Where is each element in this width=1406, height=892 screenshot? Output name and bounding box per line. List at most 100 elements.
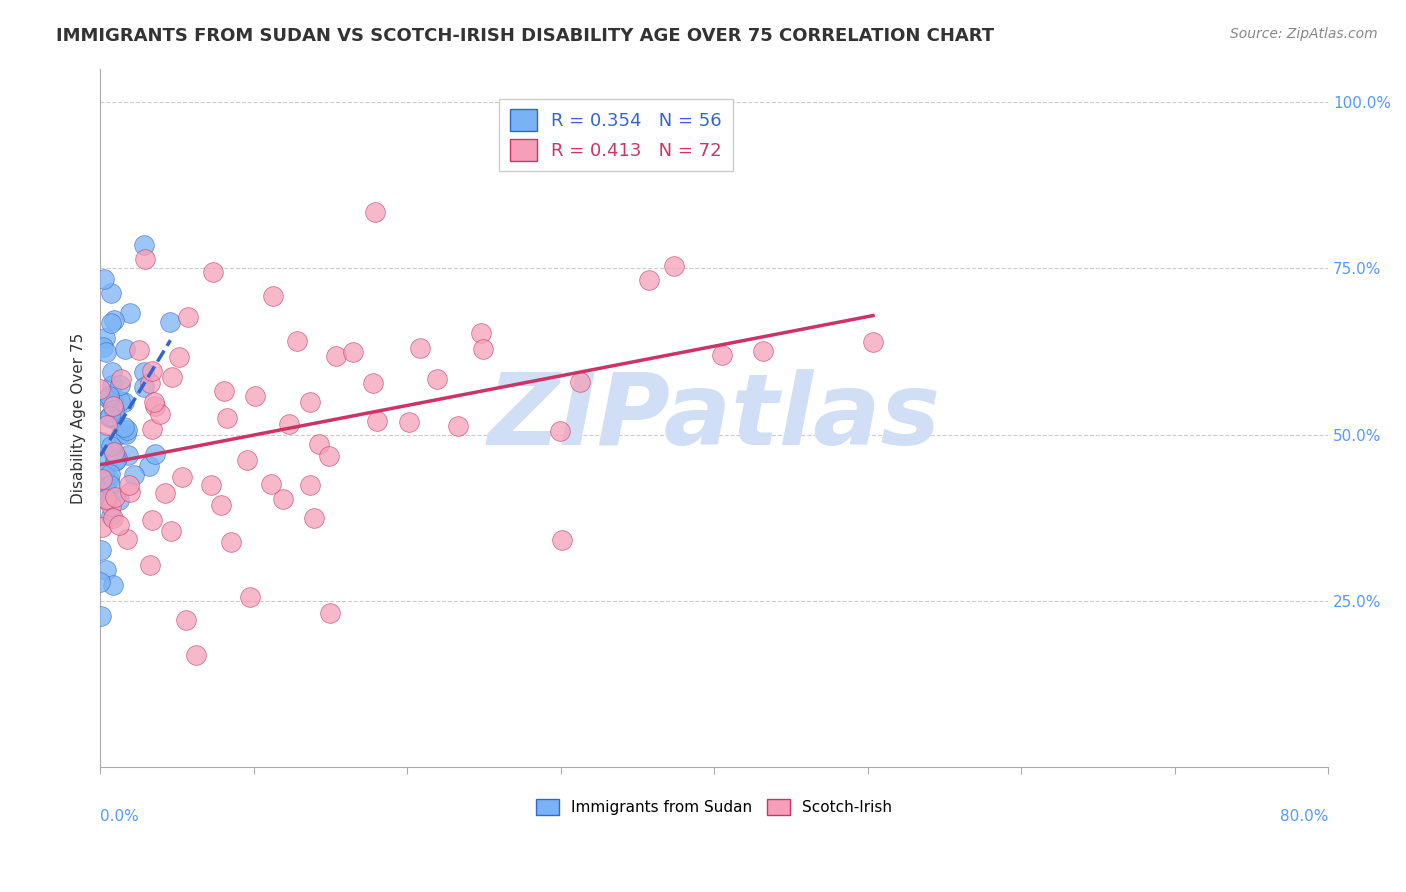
Point bbox=[141, 513, 163, 527]
Point bbox=[409, 341, 432, 355]
Point bbox=[120, 306, 142, 320]
Point bbox=[110, 372, 132, 386]
Point bbox=[167, 350, 190, 364]
Point bbox=[112, 420, 135, 434]
Point bbox=[110, 426, 132, 441]
Point bbox=[141, 364, 163, 378]
Point bbox=[162, 369, 184, 384]
Point bbox=[551, 533, 574, 547]
Point bbox=[108, 518, 131, 533]
Point bbox=[361, 376, 384, 390]
Point bbox=[105, 450, 128, 465]
Point bbox=[101, 510, 124, 524]
Point bbox=[108, 377, 131, 392]
Point bbox=[120, 484, 142, 499]
Point bbox=[159, 315, 181, 329]
Point bbox=[97, 472, 120, 486]
Point bbox=[174, 614, 197, 628]
Point bbox=[128, 343, 150, 357]
Point bbox=[243, 389, 266, 403]
Point bbox=[122, 468, 145, 483]
Point bbox=[318, 607, 340, 621]
Point bbox=[103, 403, 125, 417]
Point bbox=[471, 342, 494, 356]
Point bbox=[104, 454, 127, 468]
Point bbox=[132, 379, 155, 393]
Point bbox=[114, 427, 136, 442]
Point bbox=[118, 478, 141, 492]
Point bbox=[184, 648, 207, 662]
Point bbox=[318, 449, 340, 463]
Point bbox=[101, 445, 124, 459]
Point bbox=[219, 534, 242, 549]
Point bbox=[100, 378, 122, 392]
Point bbox=[308, 436, 330, 450]
Point bbox=[89, 382, 111, 396]
Point bbox=[89, 574, 111, 589]
Point bbox=[100, 286, 122, 301]
Point bbox=[143, 399, 166, 413]
Point bbox=[114, 342, 136, 356]
Point bbox=[98, 467, 121, 482]
Point bbox=[398, 415, 420, 429]
Point bbox=[139, 376, 162, 390]
Text: 0.0%: 0.0% bbox=[100, 809, 139, 824]
Point bbox=[91, 340, 114, 354]
Point bbox=[94, 492, 117, 507]
Point bbox=[149, 408, 172, 422]
Text: ZIPatlas: ZIPatlas bbox=[488, 369, 941, 467]
Point bbox=[94, 331, 117, 345]
Point bbox=[94, 563, 117, 577]
Point bbox=[112, 394, 135, 409]
Point bbox=[117, 448, 139, 462]
Point bbox=[96, 493, 118, 508]
Point bbox=[134, 365, 156, 379]
Point bbox=[90, 542, 112, 557]
Point bbox=[100, 500, 122, 514]
Point bbox=[98, 494, 121, 508]
Point bbox=[98, 477, 121, 491]
Point bbox=[710, 348, 733, 362]
Text: Source: ZipAtlas.com: Source: ZipAtlas.com bbox=[1230, 27, 1378, 41]
Point bbox=[104, 490, 127, 504]
Point bbox=[170, 470, 193, 484]
Point bbox=[103, 444, 125, 458]
Point bbox=[97, 389, 120, 403]
Text: 80.0%: 80.0% bbox=[1279, 809, 1329, 824]
Point bbox=[751, 343, 773, 358]
Point bbox=[217, 410, 239, 425]
Point bbox=[239, 590, 262, 604]
Point bbox=[342, 345, 364, 359]
Point bbox=[101, 395, 124, 409]
Point bbox=[235, 453, 257, 467]
Point bbox=[862, 334, 884, 349]
Point bbox=[100, 439, 122, 453]
Point bbox=[101, 365, 124, 379]
Legend: Immigrants from Sudan, Scotch-Irish: Immigrants from Sudan, Scotch-Irish bbox=[529, 791, 900, 822]
Point bbox=[447, 419, 470, 434]
Point bbox=[260, 476, 283, 491]
Point bbox=[271, 492, 294, 507]
Point bbox=[98, 409, 121, 424]
Point bbox=[209, 498, 232, 512]
Point bbox=[201, 265, 224, 279]
Point bbox=[550, 425, 572, 439]
Point bbox=[94, 344, 117, 359]
Point bbox=[104, 453, 127, 467]
Point bbox=[134, 238, 156, 252]
Point bbox=[115, 423, 138, 437]
Point bbox=[662, 260, 685, 274]
Point bbox=[262, 289, 284, 303]
Point bbox=[90, 520, 112, 534]
Point bbox=[90, 435, 112, 450]
Point bbox=[101, 399, 124, 413]
Point bbox=[117, 532, 139, 546]
Point bbox=[97, 391, 120, 405]
Point bbox=[93, 482, 115, 496]
Point bbox=[364, 205, 387, 219]
Point bbox=[325, 349, 347, 363]
Point bbox=[160, 524, 183, 538]
Point bbox=[139, 558, 162, 573]
Y-axis label: Disability Age Over 75: Disability Age Over 75 bbox=[72, 332, 86, 503]
Point bbox=[426, 371, 449, 385]
